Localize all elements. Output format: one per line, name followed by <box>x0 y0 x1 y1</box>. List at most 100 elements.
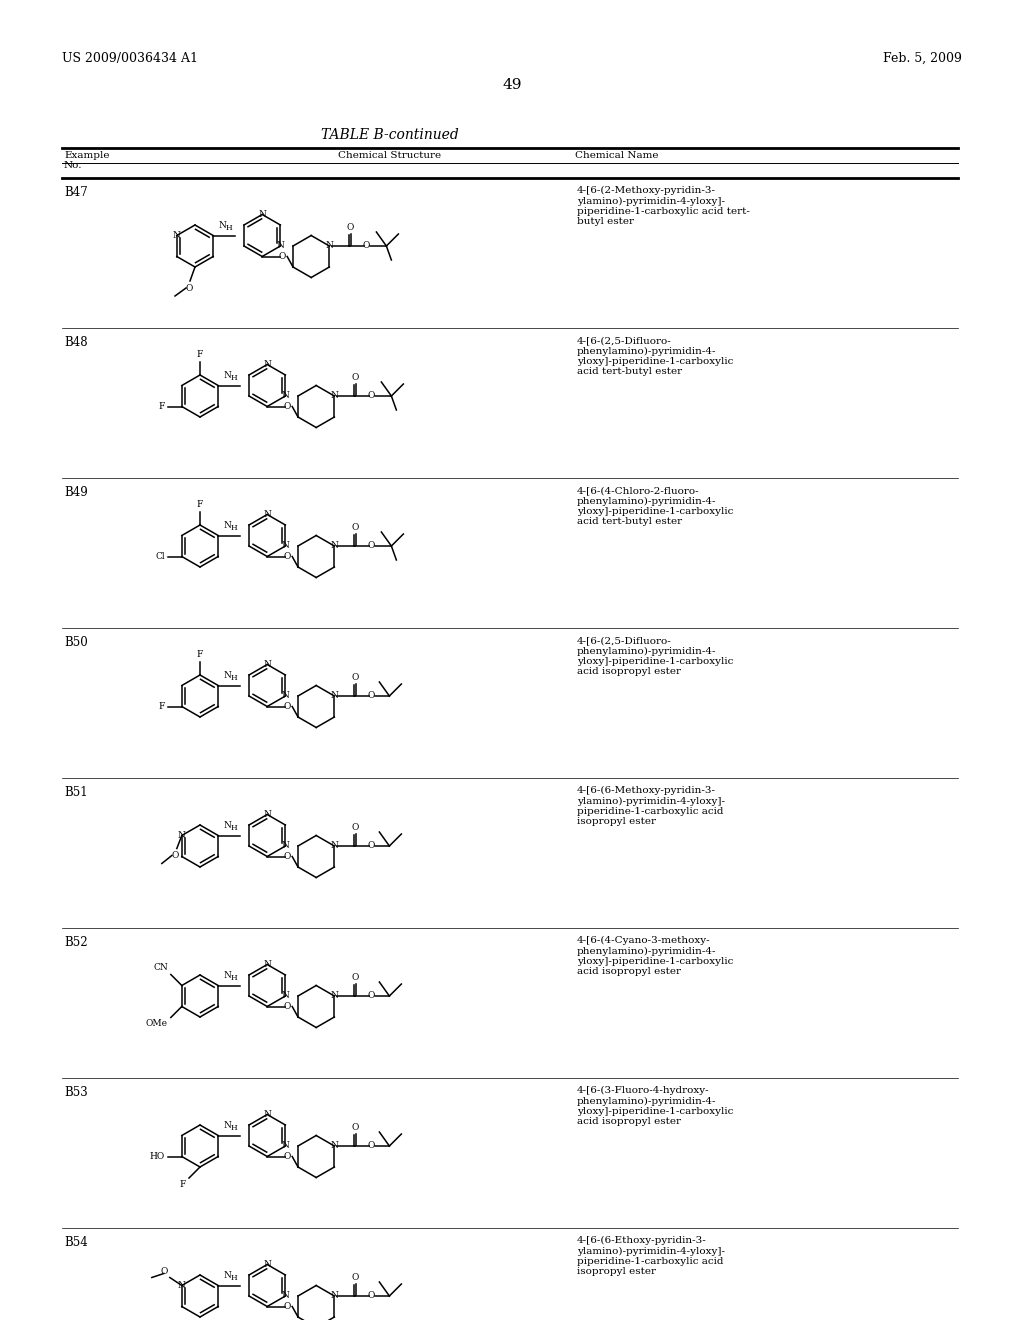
Text: O: O <box>161 1266 168 1275</box>
Text: Cl: Cl <box>156 552 165 561</box>
Text: O: O <box>351 374 359 381</box>
Text: O: O <box>284 1152 291 1162</box>
Text: 4-[6-(2-Methoxy-pyridin-3-
ylamino)-pyrimidin-4-yloxy]-
piperidine-1-carboxylic : 4-[6-(2-Methoxy-pyridin-3- ylamino)-pyri… <box>577 186 750 227</box>
Text: 4-[6-(4-Cyano-3-methoxy-
phenylamino)-pyrimidin-4-
yloxy]-piperidine-1-carboxyli: 4-[6-(4-Cyano-3-methoxy- phenylamino)-py… <box>577 936 733 977</box>
Text: O: O <box>368 692 375 701</box>
Text: O: O <box>368 991 375 1001</box>
Text: HO: HO <box>150 1152 165 1162</box>
Text: N: N <box>276 242 285 251</box>
Text: F: F <box>159 403 165 411</box>
Text: N: N <box>282 842 290 850</box>
Text: F: F <box>159 702 165 711</box>
Text: 49: 49 <box>502 78 522 92</box>
Text: N: N <box>282 1291 290 1300</box>
Text: O: O <box>368 1142 375 1151</box>
Text: O: O <box>351 973 359 982</box>
Text: N: N <box>282 991 290 1001</box>
Text: O: O <box>279 252 286 261</box>
Text: N: N <box>263 510 271 519</box>
Text: N: N <box>263 360 271 370</box>
Text: F: F <box>197 350 203 359</box>
Text: N: N <box>223 672 231 681</box>
Text: N: N <box>282 692 290 701</box>
Text: Feb. 5, 2009: Feb. 5, 2009 <box>883 51 962 65</box>
Text: O: O <box>284 1302 291 1311</box>
Text: O: O <box>368 392 375 400</box>
Text: 4-[6-(6-Ethoxy-pyridin-3-
ylamino)-pyrimidin-4-yloxy]-
piperidine-1-carboxylic a: 4-[6-(6-Ethoxy-pyridin-3- ylamino)-pyrim… <box>577 1236 725 1276</box>
Text: Example
No.: Example No. <box>63 150 110 170</box>
Text: N: N <box>263 1261 271 1269</box>
Text: Chemical Structure: Chemical Structure <box>339 150 441 160</box>
Text: H: H <box>230 524 238 532</box>
Text: N: N <box>178 1280 185 1290</box>
Text: O: O <box>362 242 370 251</box>
Text: N: N <box>331 692 338 701</box>
Text: H: H <box>230 824 238 832</box>
Text: H: H <box>230 374 238 381</box>
Text: TABLE B-continued: TABLE B-continued <box>322 128 459 143</box>
Text: 4-[6-(3-Fluoro-4-hydroxy-
phenylamino)-pyrimidin-4-
yloxy]-piperidine-1-carboxyl: 4-[6-(3-Fluoro-4-hydroxy- phenylamino)-p… <box>577 1086 733 1126</box>
Text: N: N <box>223 821 231 830</box>
Text: O: O <box>284 851 291 861</box>
Text: N: N <box>223 521 231 531</box>
Text: F: F <box>197 500 203 510</box>
Text: O: O <box>368 541 375 550</box>
Text: O: O <box>351 1123 359 1133</box>
Text: B48: B48 <box>63 337 88 348</box>
Text: B50: B50 <box>63 636 88 649</box>
Text: N: N <box>331 842 338 850</box>
Text: N: N <box>263 960 271 969</box>
Text: N: N <box>218 222 226 231</box>
Text: B54: B54 <box>63 1236 88 1249</box>
Text: O: O <box>351 822 359 832</box>
Text: O: O <box>284 403 291 411</box>
Text: O: O <box>185 284 193 293</box>
Text: N: N <box>223 1122 231 1130</box>
Text: CN: CN <box>153 964 168 973</box>
Text: N: N <box>326 242 333 251</box>
Text: N: N <box>263 1110 271 1119</box>
Text: B53: B53 <box>63 1086 88 1100</box>
Text: Chemical Name: Chemical Name <box>575 150 658 160</box>
Text: N: N <box>223 972 231 981</box>
Text: US 2009/0036434 A1: US 2009/0036434 A1 <box>62 51 198 65</box>
Text: N: N <box>331 991 338 1001</box>
Text: F: F <box>179 1180 186 1189</box>
Text: OMe: OMe <box>145 1019 168 1028</box>
Text: O: O <box>368 1291 375 1300</box>
Text: N: N <box>331 1291 338 1300</box>
Text: N: N <box>263 660 271 669</box>
Text: 4-[6-(2,5-Difluoro-
phenylamino)-pyrimidin-4-
yloxy]-piperidine-1-carboxylic
aci: 4-[6-(2,5-Difluoro- phenylamino)-pyrimid… <box>577 337 733 376</box>
Text: N: N <box>223 1271 231 1280</box>
Text: N: N <box>331 541 338 550</box>
Text: N: N <box>173 231 181 240</box>
Text: H: H <box>230 673 238 681</box>
Text: O: O <box>351 1272 359 1282</box>
Text: H: H <box>226 223 232 231</box>
Text: O: O <box>368 842 375 850</box>
Text: 4-[6-(4-Chloro-2-fluoro-
phenylamino)-pyrimidin-4-
yloxy]-piperidine-1-carboxyli: 4-[6-(4-Chloro-2-fluoro- phenylamino)-py… <box>577 486 733 527</box>
Text: N: N <box>258 210 266 219</box>
Text: O: O <box>351 673 359 682</box>
Text: N: N <box>223 371 231 380</box>
Text: H: H <box>230 1274 238 1282</box>
Text: 4-[6-(6-Methoxy-pyridin-3-
ylamino)-pyrimidin-4-yloxy]-
piperidine-1-carboxylic : 4-[6-(6-Methoxy-pyridin-3- ylamino)-pyri… <box>577 785 725 826</box>
Text: N: N <box>331 392 338 400</box>
Text: O: O <box>284 552 291 561</box>
Text: N: N <box>263 810 271 818</box>
Text: O: O <box>284 1002 291 1011</box>
Text: O: O <box>347 223 354 232</box>
Text: B49: B49 <box>63 486 88 499</box>
Text: N: N <box>178 832 185 840</box>
Text: B52: B52 <box>63 936 88 949</box>
Text: O: O <box>284 702 291 711</box>
Text: F: F <box>197 649 203 659</box>
Text: H: H <box>230 974 238 982</box>
Text: 4-[6-(2,5-Difluoro-
phenylamino)-pyrimidin-4-
yloxy]-piperidine-1-carboxylic
aci: 4-[6-(2,5-Difluoro- phenylamino)-pyrimid… <box>577 636 733 676</box>
Text: N: N <box>282 1142 290 1151</box>
Text: B51: B51 <box>63 785 88 799</box>
Text: O: O <box>171 850 178 859</box>
Text: H: H <box>230 1123 238 1131</box>
Text: B47: B47 <box>63 186 88 199</box>
Text: N: N <box>282 392 290 400</box>
